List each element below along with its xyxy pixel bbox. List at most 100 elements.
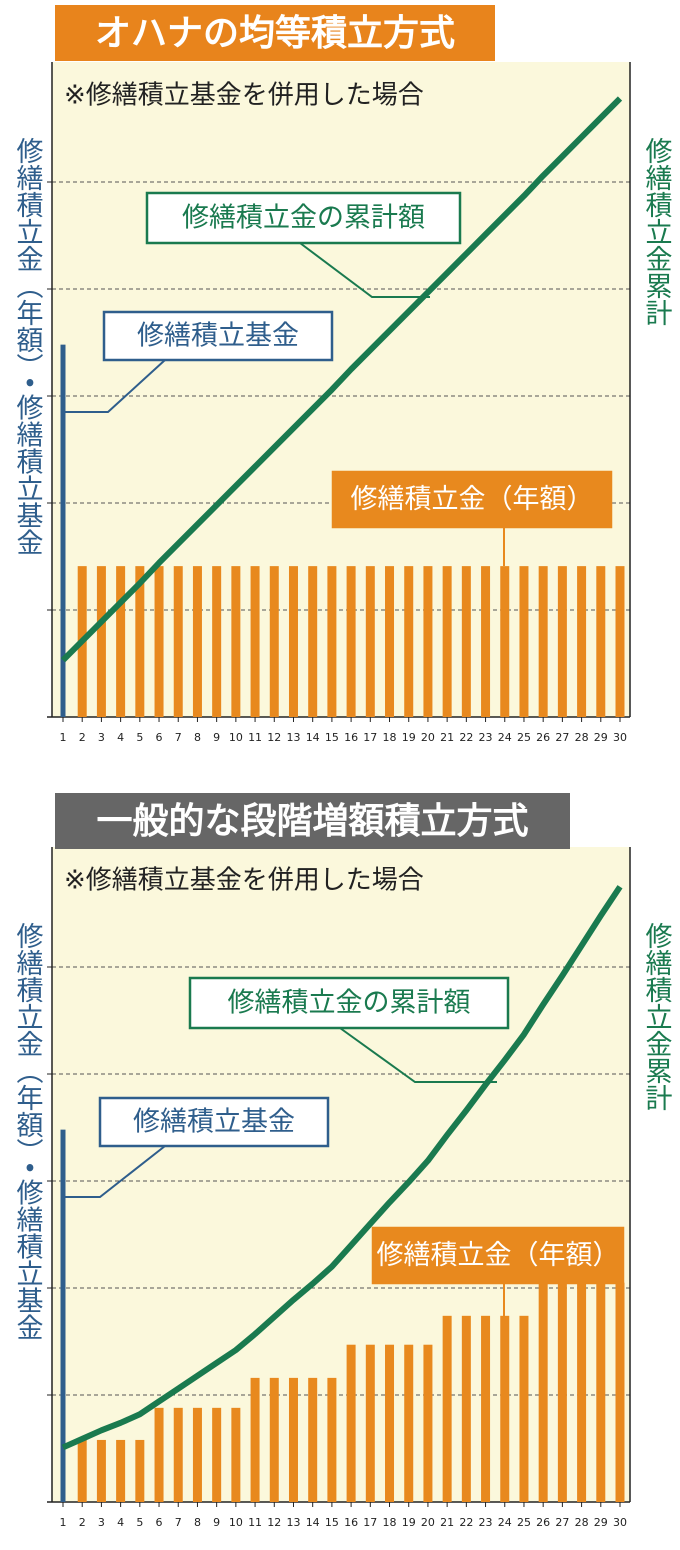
x-tick-label: 20 bbox=[421, 1516, 435, 1529]
annual-bar bbox=[116, 1439, 126, 1502]
annual-bar bbox=[615, 566, 625, 717]
cumulative-line bbox=[60, 96, 623, 663]
annual-bar bbox=[250, 566, 260, 717]
y2-axis-label: 修繕積立金累計 bbox=[641, 922, 673, 1111]
legend-label: 修繕積立金の累計額 bbox=[182, 203, 425, 234]
y-axis-label: 修繕積立金（年額）・修繕積立基金 bbox=[12, 137, 44, 556]
annual-bar bbox=[442, 566, 452, 717]
x-tick-label: 21 bbox=[440, 1516, 454, 1529]
callout-box bbox=[331, 470, 613, 529]
x-tick-label: 9 bbox=[213, 731, 220, 744]
annual-bar bbox=[596, 566, 606, 717]
annual-bar bbox=[500, 1315, 510, 1502]
x-tick-label: 23 bbox=[479, 1516, 493, 1529]
annual-bar bbox=[173, 566, 183, 717]
legend-label: 修繕積立金（年額） bbox=[351, 484, 594, 515]
legend-label: 修繕積立金の累計額 bbox=[228, 988, 471, 1019]
annual-bar bbox=[500, 566, 510, 717]
annual-bar bbox=[269, 566, 279, 717]
annual-bar bbox=[519, 1315, 529, 1502]
annual-bar bbox=[77, 1439, 87, 1502]
annual-bar bbox=[461, 566, 471, 717]
callout-box bbox=[98, 1096, 330, 1148]
x-tick-label: 19 bbox=[402, 1516, 416, 1529]
x-tick-label: 17 bbox=[363, 1516, 377, 1529]
x-tick-label: 27 bbox=[555, 1516, 569, 1529]
x-tick-label: 6 bbox=[156, 1516, 163, 1529]
annual-bar bbox=[231, 566, 241, 717]
annual-bar bbox=[385, 566, 395, 717]
annual-bar bbox=[538, 1282, 548, 1502]
leader-line bbox=[63, 1145, 166, 1198]
x-tick-label: 14 bbox=[306, 731, 320, 744]
fund-bar bbox=[60, 1129, 66, 1502]
y2-axis-label: 修繕積立金累計 bbox=[641, 137, 673, 326]
annual-bar bbox=[308, 566, 318, 717]
x-tick-label: 8 bbox=[194, 1516, 201, 1529]
annual-bar bbox=[538, 566, 548, 717]
annual-bar bbox=[116, 566, 126, 717]
annual-bar bbox=[192, 566, 202, 717]
x-tick-label: 2 bbox=[79, 731, 86, 744]
x-tick-label: 10 bbox=[229, 731, 243, 744]
y-axis-label: 修繕積立金（年額）・修繕積立基金 bbox=[12, 922, 44, 1341]
annual-bar bbox=[557, 566, 567, 717]
annual-bar bbox=[96, 1439, 106, 1502]
x-tick-label: 5 bbox=[136, 731, 143, 744]
x-tick-label: 10 bbox=[229, 1516, 243, 1529]
annual-bar bbox=[346, 1344, 356, 1502]
annual-bar bbox=[481, 1315, 491, 1502]
x-tick-label: 4 bbox=[117, 731, 124, 744]
x-tick-label: 1 bbox=[60, 731, 67, 744]
annual-bar bbox=[327, 566, 337, 717]
callout-box bbox=[188, 976, 510, 1030]
annual-bar bbox=[173, 1407, 183, 1502]
cumulative-line bbox=[61, 885, 623, 1451]
x-tick-label: 30 bbox=[613, 731, 627, 744]
annual-bar bbox=[308, 1377, 318, 1502]
x-tick-label: 7 bbox=[175, 1516, 182, 1529]
title-box bbox=[55, 5, 495, 61]
x-tick-label: 13 bbox=[286, 1516, 300, 1529]
x-tick-label: 17 bbox=[363, 731, 377, 744]
x-tick-label: 13 bbox=[286, 731, 300, 744]
plot-background bbox=[52, 62, 630, 717]
x-tick-label: 12 bbox=[267, 1516, 281, 1529]
x-tick-label: 11 bbox=[248, 1516, 262, 1529]
x-tick-label: 28 bbox=[575, 1516, 589, 1529]
x-tick-label: 12 bbox=[267, 731, 281, 744]
x-tick-label: 29 bbox=[594, 1516, 608, 1529]
x-tick-label: 24 bbox=[498, 731, 512, 744]
x-tick-label: 3 bbox=[98, 1516, 105, 1529]
annual-bar bbox=[519, 566, 529, 717]
annual-bar bbox=[577, 566, 587, 717]
annual-bar bbox=[423, 566, 433, 717]
callout-box bbox=[145, 191, 462, 245]
chart-title: 一般的な段階増額積立方式 bbox=[96, 801, 528, 842]
x-tick-label: 18 bbox=[383, 731, 397, 744]
annual-bar bbox=[269, 1377, 279, 1502]
annual-bar bbox=[365, 566, 375, 717]
x-tick-label: 21 bbox=[440, 731, 454, 744]
x-tick-label: 11 bbox=[248, 731, 262, 744]
title-box bbox=[55, 793, 570, 849]
legend-label: 修繕積立基金 bbox=[133, 1107, 295, 1138]
x-tick-label: 26 bbox=[536, 731, 550, 744]
x-tick-label: 9 bbox=[213, 1516, 220, 1529]
x-tick-label: 8 bbox=[194, 731, 201, 744]
x-tick-label: 18 bbox=[383, 1516, 397, 1529]
x-tick-label: 15 bbox=[325, 1516, 339, 1529]
annual-bar bbox=[423, 1344, 433, 1502]
x-tick-label: 6 bbox=[156, 731, 163, 744]
annual-bar bbox=[596, 1282, 606, 1502]
annual-bar bbox=[615, 1282, 625, 1502]
leader-line bbox=[339, 1027, 497, 1083]
x-tick-label: 29 bbox=[594, 731, 608, 744]
x-tick-label: 3 bbox=[98, 731, 105, 744]
annual-bar bbox=[96, 566, 106, 717]
x-tick-label: 19 bbox=[402, 731, 416, 744]
x-tick-label: 25 bbox=[517, 1516, 531, 1529]
annual-bar bbox=[557, 1282, 567, 1502]
